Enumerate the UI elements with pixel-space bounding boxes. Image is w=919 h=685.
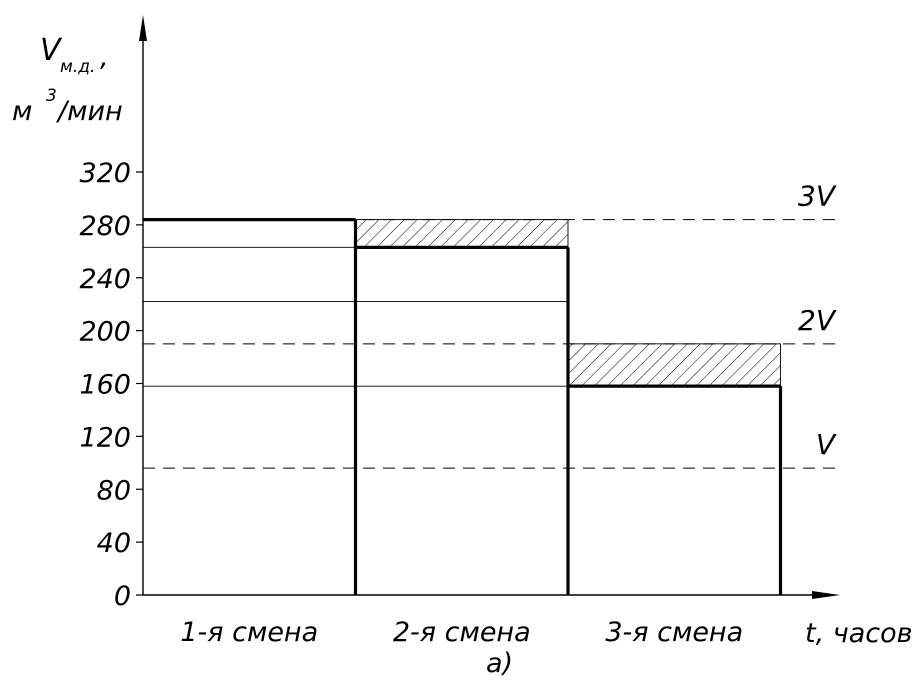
reference-line-label: V [816,428,837,461]
y-tick-label: 200 [79,317,131,348]
y-axis-subscript: м.д. [60,57,95,77]
y-axis-title: V м.д. , м 3 /мин [12,33,123,127]
x-category-label: 3-я смена [605,617,743,648]
hatched-deficit-region [567,343,781,387]
y-tick-label: 0 [114,581,131,612]
y-tick-label: 320 [79,158,131,189]
y-axis-unit-exp: 3 [46,86,57,106]
y-axis-arrow [139,15,147,41]
y-axis-symbol: V [40,33,63,68]
reference-line-label: 2V [798,304,837,337]
sub-caption: а) [486,648,513,679]
y-tick-label: 40 [97,528,131,559]
hatched-deficit-region [355,219,569,248]
y-tick-label: 280 [79,211,131,242]
y-axis-unit-rest: /мин [56,96,123,127]
x-axis-title: t, часов [805,618,913,649]
y-axis-unit-base: м [12,96,32,127]
x-category-label: 1-я смена [180,617,318,648]
y-tick-label: 240 [79,264,131,295]
x-axis-arrow [812,591,840,599]
y-tick-label: 80 [97,475,131,506]
y-tick-label: 160 [79,370,131,401]
reference-line-label: 3V [798,180,837,213]
y-tick-label: 120 [79,422,131,453]
x-category-label: 2-я смена [393,617,531,648]
y-axis-separator: , [100,42,109,73]
